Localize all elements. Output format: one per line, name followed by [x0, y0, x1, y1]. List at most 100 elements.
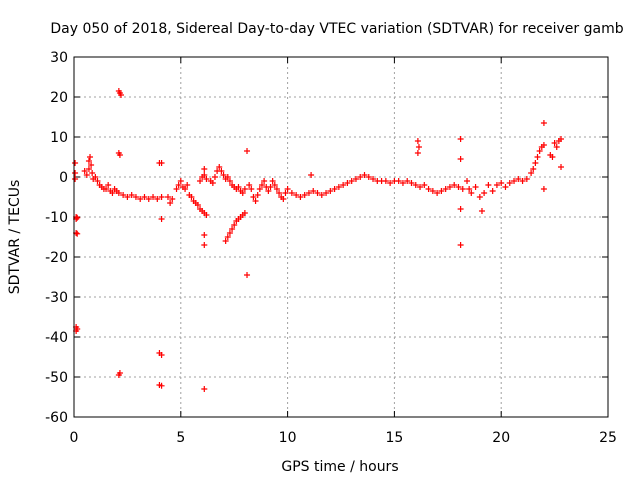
data-point	[158, 382, 165, 389]
data-point	[109, 190, 116, 196]
data-point	[532, 160, 539, 166]
data-point	[540, 142, 547, 148]
data-point	[231, 222, 238, 228]
data-point	[209, 180, 216, 186]
data-point	[169, 196, 176, 202]
data-point	[273, 186, 280, 192]
data-point	[103, 186, 110, 192]
data-point	[150, 194, 157, 200]
data-point	[395, 178, 402, 184]
data-point	[344, 180, 351, 186]
x-tick-label: 25	[599, 430, 617, 446]
data-point	[116, 370, 123, 376]
data-point	[297, 194, 304, 200]
data-point	[188, 194, 195, 200]
y-tick-label: -10	[45, 210, 68, 226]
data-point	[89, 170, 96, 176]
data-point	[442, 186, 449, 192]
data-point	[239, 190, 246, 196]
data-point	[224, 234, 231, 240]
data-point	[352, 176, 359, 182]
data-point	[261, 178, 268, 184]
data-point	[211, 174, 218, 180]
data-point	[265, 188, 272, 194]
data-point	[421, 182, 428, 188]
data-point	[226, 178, 233, 184]
data-point	[276, 190, 283, 196]
data-point	[528, 170, 535, 176]
data-point	[72, 176, 79, 182]
data-point	[164, 194, 171, 200]
y-tick-label: 0	[59, 170, 68, 186]
data-point	[224, 174, 231, 180]
data-point	[197, 178, 204, 184]
chart-title: Day 050 of 2018, Sidereal Day-to-day VTE…	[50, 21, 623, 37]
data-point	[459, 186, 466, 192]
data-point	[203, 212, 210, 218]
data-point	[256, 186, 263, 192]
y-tick-label: -30	[45, 290, 68, 306]
data-point	[310, 188, 317, 194]
y-axis-label: SDTVAR / TECUs	[7, 180, 23, 295]
y-tick-label: 20	[50, 90, 68, 106]
data-point	[81, 168, 88, 174]
data-point	[457, 206, 464, 212]
data-point	[269, 178, 276, 184]
data-point	[94, 178, 101, 184]
data-point	[318, 192, 325, 198]
data-point	[408, 180, 415, 186]
y-axis-ticks: -60 -50 -40 -30 -20 -10 0 10 20 30	[45, 50, 608, 426]
x-axis-label: GPS time / hours	[281, 459, 398, 475]
data-point	[154, 196, 161, 202]
data-point	[194, 202, 201, 208]
data-point	[248, 186, 255, 192]
data-point	[485, 182, 492, 188]
data-point	[468, 190, 475, 196]
data-point	[323, 190, 330, 196]
data-point	[340, 182, 347, 188]
data-point	[404, 178, 411, 184]
data-point	[182, 186, 189, 192]
data-point	[534, 154, 541, 160]
data-point	[331, 186, 338, 192]
data-point	[464, 178, 471, 184]
data-point	[314, 190, 321, 196]
data-point	[348, 178, 355, 184]
data-point	[382, 178, 389, 184]
data-point	[511, 178, 518, 184]
x-axis-ticks: 0 5 10 15 20 25	[70, 57, 617, 446]
data-point	[502, 184, 509, 190]
data-point	[301, 192, 308, 198]
data-point	[361, 172, 368, 178]
data-point	[305, 190, 312, 196]
data-point	[282, 190, 289, 196]
data-point	[434, 190, 441, 196]
data-point	[167, 200, 174, 206]
data-point	[498, 180, 505, 186]
data-points	[72, 88, 565, 392]
grid-lines	[74, 57, 608, 417]
data-point	[293, 192, 300, 198]
data-point	[250, 194, 257, 200]
data-point	[83, 172, 90, 178]
data-point	[158, 194, 165, 200]
data-point	[457, 156, 464, 162]
data-point	[549, 154, 556, 160]
data-point	[540, 120, 547, 126]
data-point	[415, 144, 422, 150]
data-point	[451, 182, 458, 188]
data-point	[173, 186, 180, 192]
data-point	[201, 386, 208, 392]
data-point	[158, 160, 165, 166]
x-tick-label: 0	[70, 430, 79, 446]
y-tick-label: -50	[45, 370, 68, 386]
data-point	[399, 180, 406, 186]
data-point	[141, 194, 148, 200]
data-point	[417, 184, 424, 190]
data-point	[258, 182, 265, 188]
data-point	[540, 186, 547, 192]
data-point	[120, 192, 127, 198]
data-point	[414, 138, 421, 144]
data-point	[455, 184, 462, 190]
